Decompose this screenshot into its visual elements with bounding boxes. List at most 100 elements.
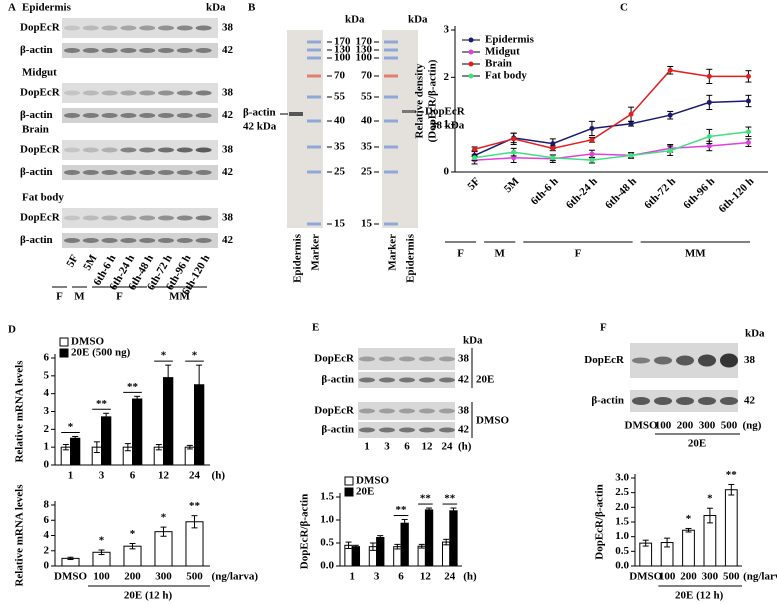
lane-label: 500: [721, 420, 738, 432]
blot-band: [158, 170, 174, 175]
lane-unit: (ng): [743, 420, 762, 432]
unit-label: kDa: [408, 14, 428, 26]
unit-label: kDa: [463, 335, 483, 347]
significance-label: *: [161, 512, 167, 524]
x-tick-label: 6th-120 h: [717, 175, 757, 215]
data-point: [745, 129, 751, 135]
legend-label: 20E (500 ng): [71, 347, 131, 359]
marker-label: 70: [361, 70, 373, 82]
blot-band: [176, 215, 193, 221]
blot-band: [439, 408, 455, 414]
x-tick-label: 6th-6 h: [529, 175, 561, 207]
blot-band: [195, 113, 212, 118]
y-tick-label: 0: [444, 166, 450, 178]
significance-label: **: [726, 469, 738, 481]
blot-band: [82, 113, 99, 118]
panel-letter: F: [600, 322, 607, 334]
blot-band: [195, 48, 212, 53]
lane-label: 12: [422, 441, 434, 453]
data-point: [589, 151, 595, 157]
row-label: β-actin: [20, 44, 53, 56]
group-label: F: [457, 248, 464, 260]
size-label: 42: [222, 234, 234, 246]
blot-band: [139, 113, 156, 118]
data-point: [628, 111, 634, 117]
band-label: β-actin: [243, 107, 276, 119]
lane-unit: (h): [458, 441, 472, 453]
bar: [351, 546, 361, 567]
blot-band: [439, 356, 455, 362]
lane-label: 6: [404, 441, 410, 453]
blot-band: [101, 170, 118, 175]
unit-label: kDa: [345, 14, 365, 26]
marker-label: 130: [356, 44, 373, 56]
marker-label: 35: [334, 141, 346, 153]
marker-label: 130: [334, 44, 351, 56]
series-line: [474, 141, 749, 161]
marker-band: [307, 119, 321, 123]
blot-band: [195, 25, 212, 31]
marker-band: [384, 40, 398, 44]
data-point: [550, 141, 556, 147]
y-tick-label: 1: [44, 441, 50, 453]
row-label: β-actin: [20, 109, 53, 121]
blot-band: [158, 25, 174, 31]
y-tick-label: 1.5: [615, 516, 629, 528]
blot-band: [698, 354, 716, 367]
x-tick-label: 1: [349, 571, 355, 583]
y-tick-label: 2.0: [615, 501, 629, 513]
row-label: DopEcR: [314, 353, 355, 365]
blot-band: [101, 90, 118, 96]
marker-label: 15: [361, 218, 373, 230]
x-tick-label: 12: [158, 470, 170, 482]
blot-strip: [62, 18, 218, 38]
bar: [70, 437, 81, 466]
marker-label: 100: [356, 52, 373, 64]
band-label: 42 kDa: [243, 121, 277, 133]
legend-label: DMSO: [71, 336, 104, 348]
group-label: 20E (12 h): [124, 590, 173, 602]
bar: [400, 522, 409, 567]
blot-band: [64, 113, 80, 118]
blot-strip: [382, 30, 418, 228]
blot-band: [195, 170, 212, 175]
blot-band: [101, 147, 118, 153]
y-tick-label: 2: [444, 71, 450, 83]
blot-band: [139, 90, 156, 96]
blot-band: [120, 238, 137, 243]
blot-band: [101, 215, 118, 221]
y-tick-label: 3: [444, 24, 450, 36]
marker-band: [384, 56, 398, 60]
data-point: [511, 136, 517, 142]
blot-band: [120, 170, 137, 175]
y-axis-label: DopEcR/β-actin: [299, 494, 311, 569]
y-tick-label: 2.5: [615, 486, 629, 498]
blot-band: [139, 25, 156, 31]
y-tick-label: 1.0: [320, 514, 334, 526]
legend-label: Fat body: [485, 70, 527, 82]
panel-letter: A: [8, 2, 16, 14]
x-tick-label: 24: [189, 470, 201, 482]
panel-letter: D: [8, 324, 16, 336]
y-tick-label: 0: [44, 459, 50, 471]
legend-marker: [468, 61, 474, 67]
lane-label: 100: [655, 420, 672, 432]
blot-band: [158, 113, 174, 118]
group-label: M: [494, 248, 505, 260]
blot-band: [419, 408, 435, 414]
group-label: M: [74, 291, 85, 303]
row-label: DopEcR: [20, 87, 61, 99]
y-axis-label: (DopEcR/β-actin): [427, 59, 439, 142]
lane-label: Marker: [310, 234, 322, 271]
blot-band: [195, 90, 212, 96]
group-label: F: [116, 291, 123, 303]
blot-band: [176, 25, 193, 31]
y-axis-label: DopEcR/β-actin: [594, 484, 606, 559]
marker-band: [307, 48, 321, 52]
group-label: MM: [169, 291, 190, 303]
blot-band: [101, 113, 118, 118]
x-tick-label: 100: [659, 571, 676, 583]
tissue-label: Midgut: [22, 67, 57, 79]
marker-label: 70: [334, 70, 346, 82]
